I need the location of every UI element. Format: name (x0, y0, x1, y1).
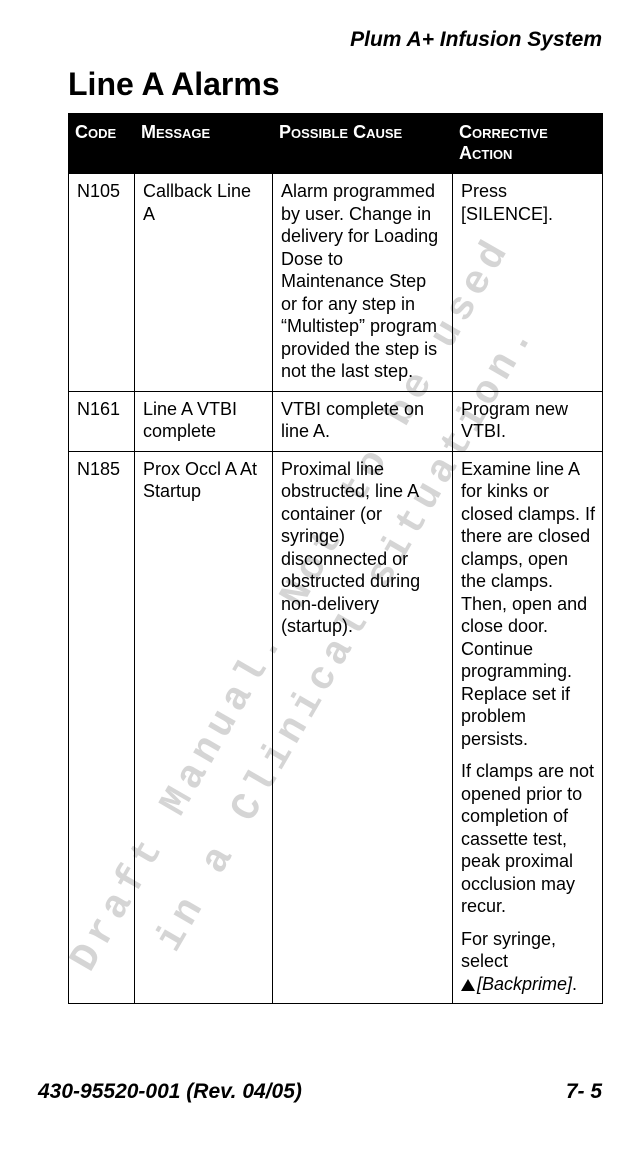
cell-code: N105 (69, 174, 135, 392)
section-title: Line A Alarms (68, 66, 602, 103)
cell-message: Prox Occl A At Startup (135, 451, 273, 1004)
cell-action: Examine line A for kinks or closed clamp… (453, 451, 603, 1004)
page-footer: 430-95520-001 (Rev. 04/05) 7- 5 (38, 1080, 602, 1104)
footer-docnum: 430-95520-001 (Rev. 04/05) (38, 1080, 302, 1104)
table-row: N185 Prox Occl A At Startup Proximal lin… (69, 451, 603, 1004)
action-para: Examine line A for kinks or closed clamp… (461, 458, 596, 751)
action-para: If clamps are not opened prior to comple… (461, 760, 596, 918)
footer-pagenum: 7- 5 (566, 1080, 602, 1104)
action-text: For syringe, select (461, 929, 556, 972)
action-para: Program new VTBI. (461, 398, 596, 443)
cell-action: Program new VTBI. (453, 391, 603, 451)
cell-message: Callback Line A (135, 174, 273, 392)
alarms-table: Code Message Possible Cause Corrective A… (68, 113, 603, 1004)
cell-code: N161 (69, 391, 135, 451)
table-row: N161 Line A VTBI complete VTBI complete … (69, 391, 603, 451)
action-para: Press [SILENCE]. (461, 180, 596, 225)
action-para: For syringe, select [Backprime]. (461, 928, 596, 996)
running-head: Plum A+ Infusion System (68, 28, 602, 52)
action-text: . (572, 974, 577, 994)
table-header-row: Code Message Possible Cause Corrective A… (69, 114, 603, 174)
cell-code: N185 (69, 451, 135, 1004)
col-header-cause: Possible Cause (273, 114, 453, 174)
cell-action: Press [SILENCE]. (453, 174, 603, 392)
col-header-action: Corrective Action (453, 114, 603, 174)
table-row: N105 Callback Line A Alarm programmed by… (69, 174, 603, 392)
col-header-code: Code (69, 114, 135, 174)
triangle-up-icon (461, 979, 475, 991)
cell-cause: VTBI complete on line A. (273, 391, 453, 451)
action-em: [Backprime] (477, 974, 572, 994)
cell-message: Line A VTBI complete (135, 391, 273, 451)
cell-cause: Alarm programmed by user. Change in deli… (273, 174, 453, 392)
col-header-message: Message (135, 114, 273, 174)
cell-cause: Proximal line obstructed, line A contain… (273, 451, 453, 1004)
